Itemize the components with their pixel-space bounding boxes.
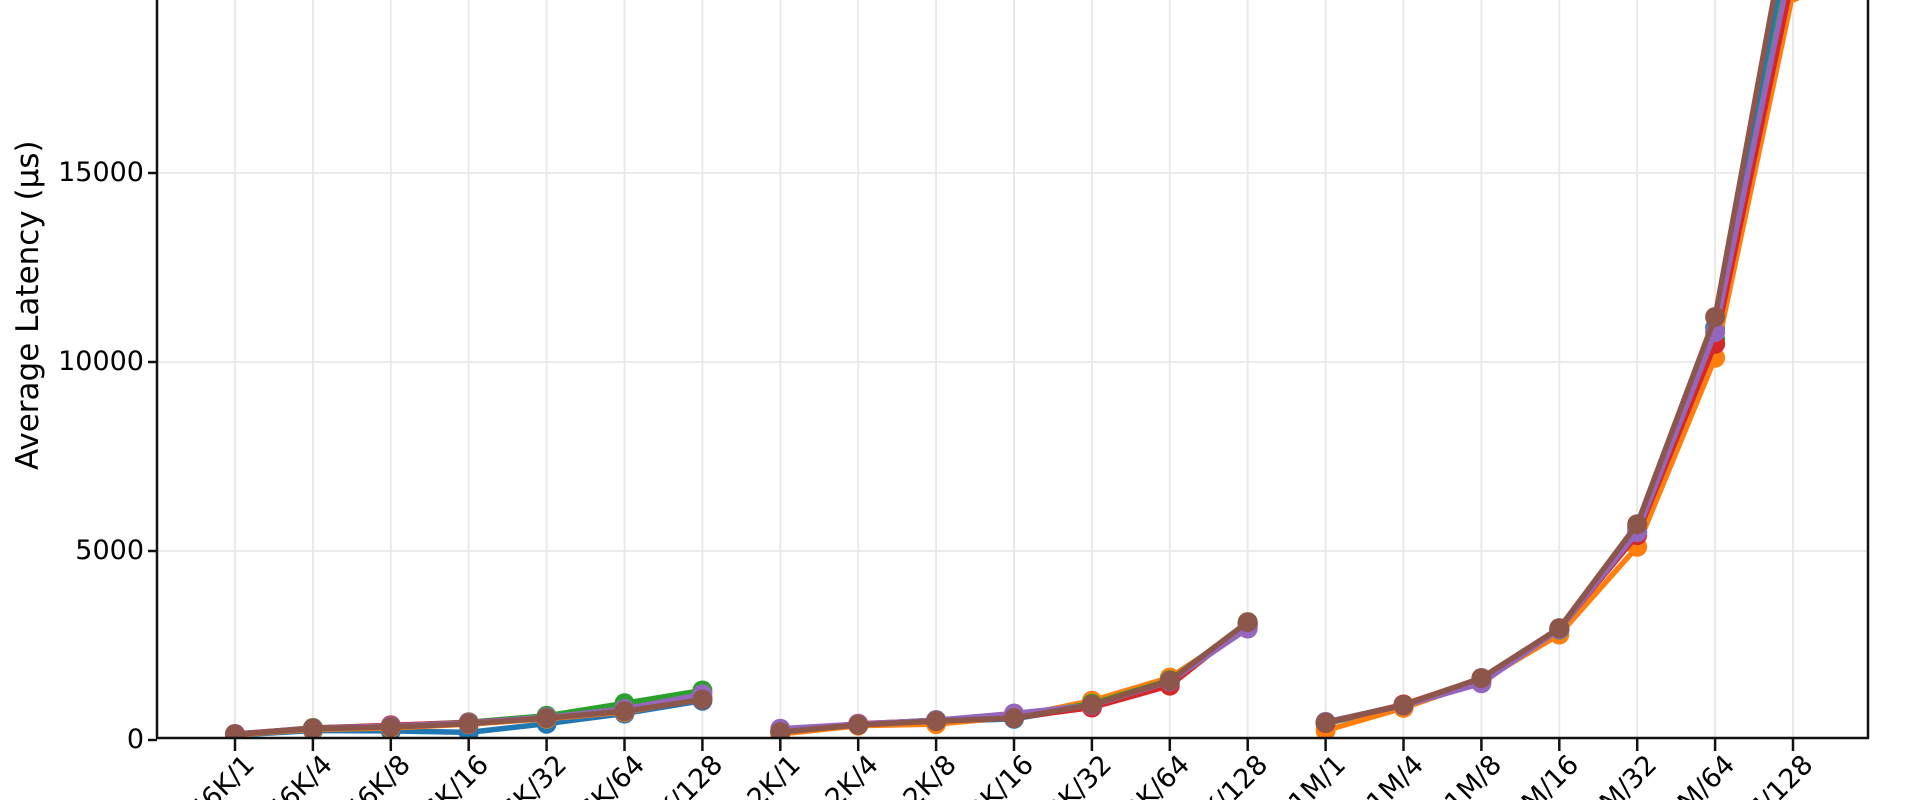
y-axis-label: Average Latency (µs): [10, 140, 46, 470]
series-brown-marker: [302, 718, 323, 738]
y-tick-label: 0: [126, 724, 144, 755]
series-brown-marker: [1549, 618, 1570, 639]
series-brown-marker: [926, 711, 947, 732]
y-tick-label: 15000: [58, 157, 144, 188]
series-brown-marker: [692, 689, 713, 710]
series-brown-marker: [225, 724, 245, 738]
series-brown-marker: [1627, 514, 1648, 535]
series-brown-marker: [1705, 307, 1726, 327]
y-tick-label: 5000: [75, 535, 144, 566]
series-brown-marker: [1081, 694, 1102, 715]
series-brown-marker: [1004, 708, 1024, 729]
series-brown: [225, 0, 1777, 738]
series-brown-marker: [1159, 670, 1180, 691]
series-brown-marker: [1315, 712, 1336, 733]
series-brown-marker: [770, 722, 791, 738]
series-brown-marker: [848, 714, 869, 735]
series-brown-marker: [536, 708, 557, 729]
series-brown-marker: [1237, 612, 1258, 633]
series-brown-marker: [1393, 695, 1414, 716]
series-brown-marker: [614, 701, 635, 722]
y-tick-label: 10000: [58, 346, 144, 377]
series-brown-marker: [380, 717, 401, 737]
series-brown-marker: [458, 713, 479, 734]
series-brown-marker: [1471, 668, 1492, 688]
